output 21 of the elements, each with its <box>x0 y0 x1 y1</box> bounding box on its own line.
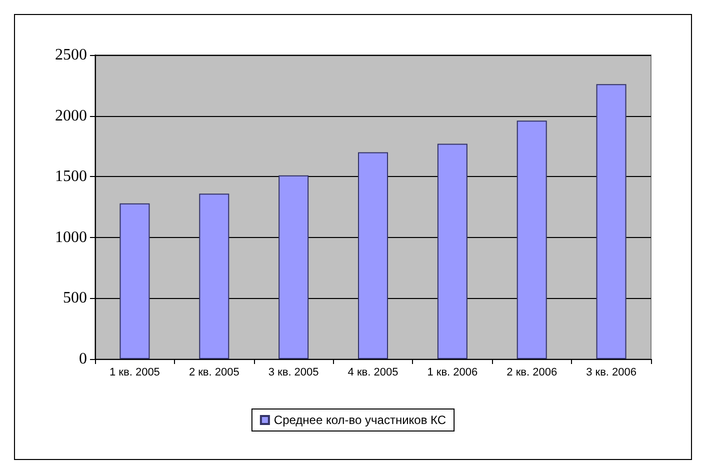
x-tick-label: 3 кв. 2005 <box>268 366 319 378</box>
legend-label: Среднее кол-во участников КС <box>274 413 446 427</box>
y-tick-label: 1000 <box>55 228 87 246</box>
x-tick-label: 1 кв. 2005 <box>110 366 160 378</box>
y-tick-label: 0 <box>79 350 87 368</box>
bar <box>516 120 547 359</box>
bar <box>278 175 309 359</box>
x-tick-label: 1 кв. 2006 <box>427 366 478 378</box>
bar <box>358 152 388 359</box>
x-tick-label: 3 кв. 2006 <box>586 366 636 378</box>
bar <box>437 144 468 359</box>
x-tick-label: 2 кв. 2005 <box>188 366 240 378</box>
y-tick-label: 2000 <box>55 107 87 124</box>
x-tick-label: 4 кв. 2005 <box>348 366 398 378</box>
bar <box>120 203 150 359</box>
x-tick-label: 2 кв. 2006 <box>506 366 558 378</box>
y-tick-label: 2500 <box>55 46 87 64</box>
bar <box>199 194 230 359</box>
bar <box>596 84 626 359</box>
y-tick-label: 500 <box>63 290 87 307</box>
y-tick-label: 1500 <box>55 168 87 186</box>
